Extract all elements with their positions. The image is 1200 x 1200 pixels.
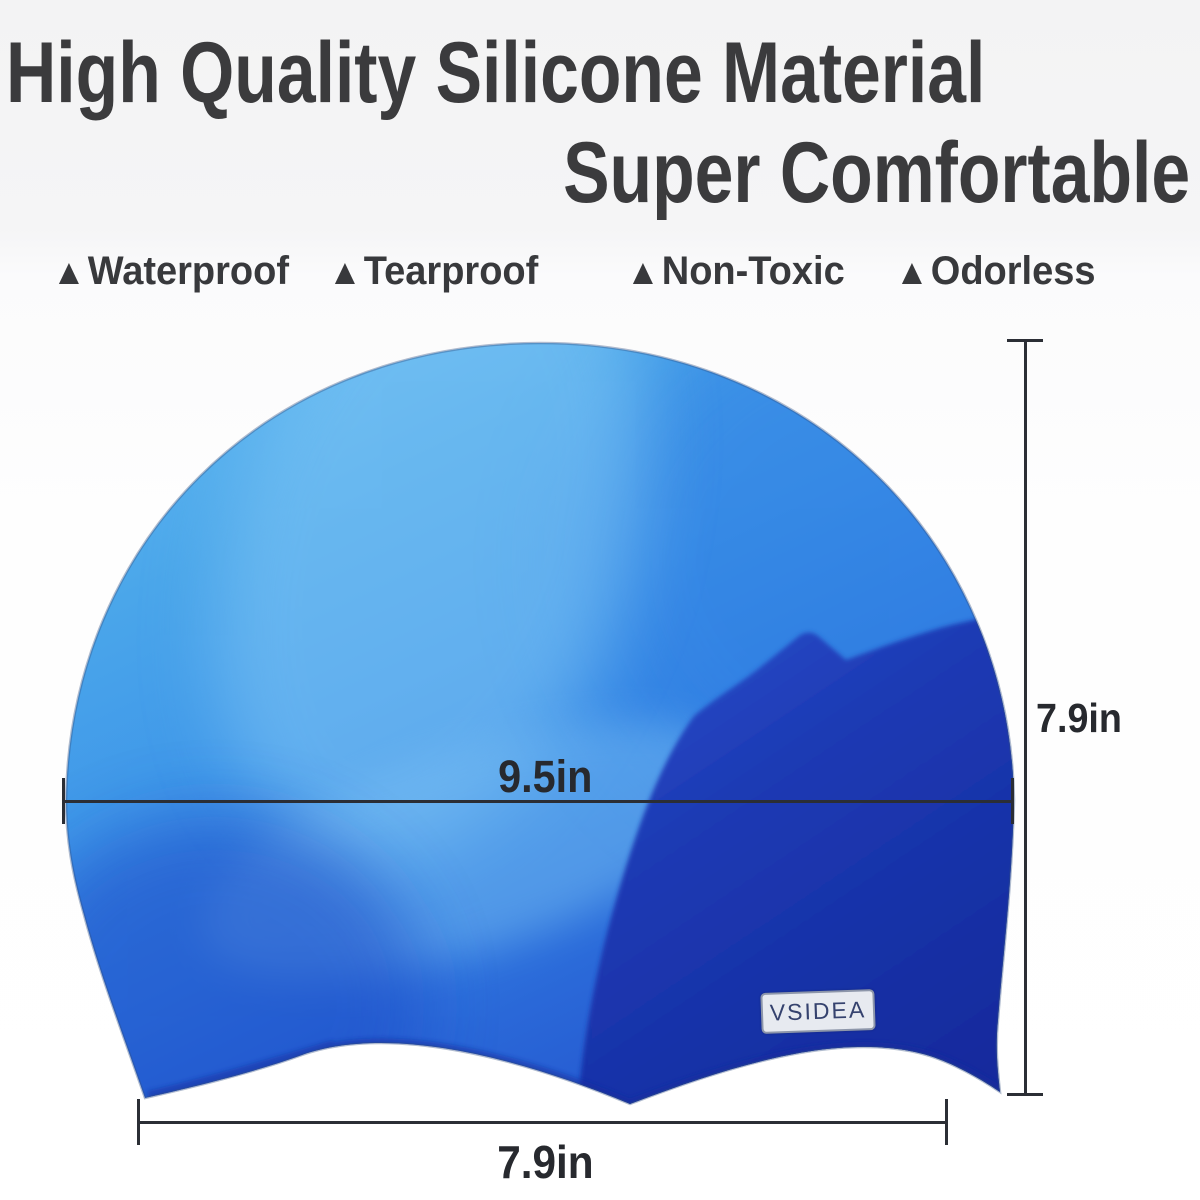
dimension-width-label: 9.5in bbox=[395, 754, 695, 799]
feature-label: Tearproof bbox=[363, 249, 539, 293]
dimension-height-line bbox=[1024, 341, 1027, 1095]
dimension-bottom-line bbox=[139, 1121, 947, 1124]
dimension-height-tick-bottom bbox=[1007, 1093, 1043, 1096]
dimension-bottom-tick-left bbox=[137, 1099, 140, 1145]
feature-item-waterproof: ▲Waterproof bbox=[52, 248, 289, 294]
triangle-icon: ▲ bbox=[626, 251, 660, 292]
dimension-bottom-value: 7.9in bbox=[496, 1136, 594, 1188]
dimension-width-tick-left bbox=[62, 778, 65, 824]
page-title-line1: High Quality Silicone Material bbox=[6, 30, 1200, 116]
dimension-width-line bbox=[64, 800, 1012, 803]
dimension-width-tick-right bbox=[1011, 778, 1014, 824]
triangle-icon: ▲ bbox=[52, 251, 86, 292]
page-title-line2: Super Comfortable bbox=[0, 130, 1190, 216]
dimension-bottom-tick-right bbox=[945, 1099, 948, 1145]
dimension-height-label: 7.9in bbox=[1036, 698, 1129, 739]
feature-label: Odorless bbox=[930, 249, 1096, 293]
dimension-bottom-label: 7.9in bbox=[395, 1139, 695, 1185]
triangle-icon: ▲ bbox=[895, 251, 929, 292]
dimension-height-value: 7.9in bbox=[1036, 695, 1122, 741]
feature-label: Non-Toxic bbox=[661, 249, 845, 293]
page-title-line1-text: High Quality Silicone Material bbox=[6, 25, 986, 121]
brand-label: VSIDEA bbox=[760, 989, 876, 1034]
feature-item-odorless: ▲Odorless bbox=[895, 248, 1095, 294]
dimension-width-value: 9.5in bbox=[497, 751, 593, 802]
feature-item-non-toxic: ▲Non-Toxic bbox=[626, 248, 845, 294]
feature-label: Waterproof bbox=[87, 249, 290, 293]
triangle-icon: ▲ bbox=[328, 251, 362, 292]
feature-item-tearproof: ▲Tearproof bbox=[328, 248, 538, 294]
page-title-line2-text: Super Comfortable bbox=[562, 125, 1190, 221]
dimension-height-tick-top bbox=[1007, 339, 1043, 342]
